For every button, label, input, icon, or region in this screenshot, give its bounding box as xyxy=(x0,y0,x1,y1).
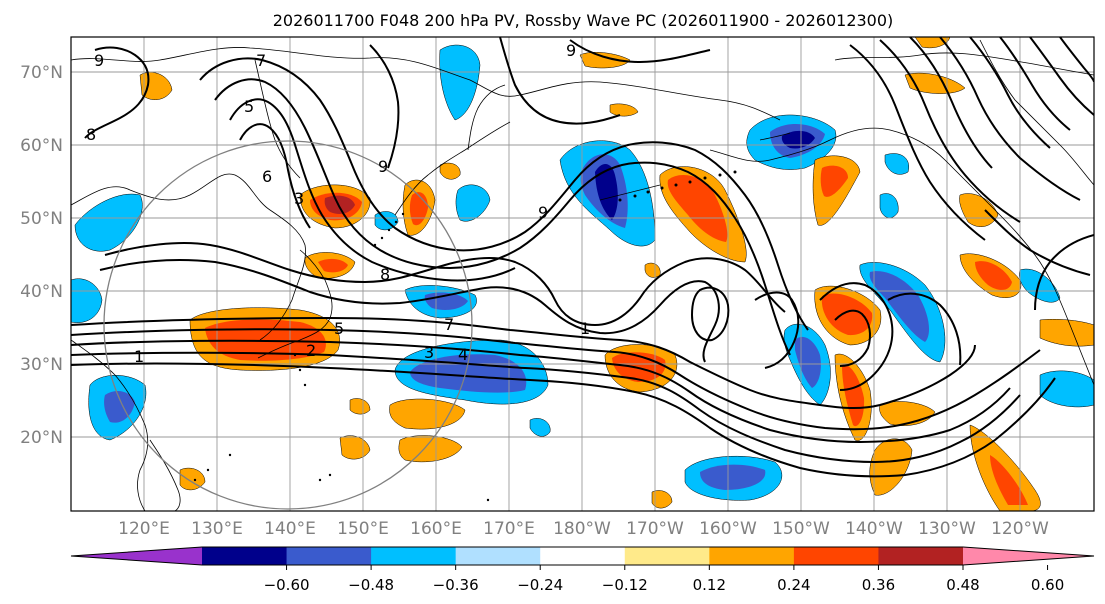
contour-label: 7 xyxy=(444,315,454,334)
lat-label: 60°N xyxy=(20,136,63,156)
colorbar-tick-label: 0.12 xyxy=(693,576,726,594)
colorbar-tick-label: −0.48 xyxy=(348,576,394,594)
contour-label: 9 xyxy=(378,157,388,176)
contour-label: 2 xyxy=(306,341,316,360)
positive-anomaly-northeast-pacific xyxy=(812,155,882,441)
colorbar-tick-label: 0.36 xyxy=(862,576,895,594)
colorbar-segment xyxy=(793,547,879,565)
lon-label: 140°W xyxy=(845,519,903,539)
contour-label: 8 xyxy=(86,125,96,144)
colorbar-tick-label: −0.36 xyxy=(433,576,479,594)
lat-label: 40°N xyxy=(20,282,63,302)
map-panel: 9 7 5 6 3 8 9 9 8 7 5 4 3 2 1 1 9 xyxy=(70,36,1095,512)
colorbar-tick-label: 0.60 xyxy=(1031,576,1064,594)
contour-label: 6 xyxy=(262,167,272,186)
figure-title: 2026011700 F048 200 hPa PV, Rossby Wave … xyxy=(273,11,894,30)
lon-label: 150°W xyxy=(772,519,830,539)
colorbar-segment xyxy=(878,547,964,565)
longitude-labels: 120°E 130°E 140°E 150°E 160°E 170°E 180°… xyxy=(118,519,1049,539)
contour-label: 8 xyxy=(380,265,390,284)
colorbar-segment xyxy=(455,547,541,565)
negative-anomaly-east-pacific xyxy=(783,262,946,406)
contour-label: 9 xyxy=(94,51,104,70)
negative-anomaly-south xyxy=(684,455,783,501)
latitude-labels: 70°N 60°N 50°N 40°N 30°N 20°N xyxy=(20,63,63,448)
contour-label: 1 xyxy=(580,319,590,338)
lat-label: 20°N xyxy=(20,428,63,448)
island-dots xyxy=(193,170,737,502)
contour-label: 7 xyxy=(256,51,266,70)
colorbar-tick-label: 0.24 xyxy=(777,576,810,594)
contour-label: 1 xyxy=(134,347,144,366)
lon-label: 130°W xyxy=(918,519,976,539)
map-background xyxy=(71,37,1094,511)
lon-label: 150°E xyxy=(337,519,389,539)
colorbar-extension-high xyxy=(963,547,1094,565)
colorbar-segment xyxy=(286,547,372,565)
colorbar-tick-label: 0.48 xyxy=(946,576,979,594)
positive-anomaly-subtropics xyxy=(179,262,936,509)
contour-label: 5 xyxy=(244,97,254,116)
negative-anomaly-north-pacific xyxy=(559,140,656,247)
lon-label: 130°E xyxy=(191,519,243,539)
colorbar-segment xyxy=(371,547,457,565)
graticule xyxy=(71,37,1094,511)
positive-anomaly-okhotsk xyxy=(299,184,371,279)
colorbar-outline xyxy=(70,546,1095,566)
colorbar-segment xyxy=(709,547,795,565)
lon-label: 160°E xyxy=(410,519,462,539)
contour-label: 9 xyxy=(538,203,548,222)
colorbar-tick-label: −0.60 xyxy=(264,576,310,594)
lon-label: 180°W xyxy=(553,519,611,539)
contour-label: 9 xyxy=(566,41,576,60)
lat-label: 30°N xyxy=(20,355,63,375)
lon-label: 170°E xyxy=(483,519,535,539)
colorbar-segment xyxy=(624,547,710,565)
colorbar-tick-label: −0.24 xyxy=(517,576,563,594)
colorbar-extension-low xyxy=(71,547,202,565)
lon-label: 120°W xyxy=(991,519,1049,539)
lon-label: 170°W xyxy=(626,519,684,539)
lat-label: 70°N xyxy=(20,63,63,83)
pv-contours xyxy=(71,37,1094,478)
pv-shading xyxy=(71,37,1094,511)
lon-label: 160°W xyxy=(699,519,757,539)
contour-label: 5 xyxy=(334,319,344,338)
contour-label: 3 xyxy=(424,343,434,362)
positive-anomaly-west-coast xyxy=(959,193,1094,511)
negative-anomaly-west xyxy=(71,193,147,441)
positive-anomaly-arctic xyxy=(139,37,966,236)
colorbar-tick-label: −0.12 xyxy=(602,576,648,594)
negative-anomaly-bering xyxy=(746,114,837,170)
colorbar-segment xyxy=(202,547,288,565)
map-frame xyxy=(70,36,1095,512)
contour-label-group: 9 7 5 6 3 8 9 9 8 7 5 4 3 2 1 1 9 xyxy=(86,41,590,366)
contour-label: 4 xyxy=(458,345,468,364)
colorbar-segment xyxy=(540,547,626,565)
positive-anomaly-gulf-of-alaska xyxy=(659,166,747,263)
colorbar: −0.60 −0.48 −0.36 −0.24 −0.12 0.12 0.24 0.36 0.4… xyxy=(70,546,1095,594)
reference-circle xyxy=(103,140,473,510)
lon-label: 140°E xyxy=(264,519,316,539)
lat-label: 50°N xyxy=(20,209,63,229)
lon-label: 120°E xyxy=(118,519,170,539)
contour-label: 3 xyxy=(294,189,304,208)
